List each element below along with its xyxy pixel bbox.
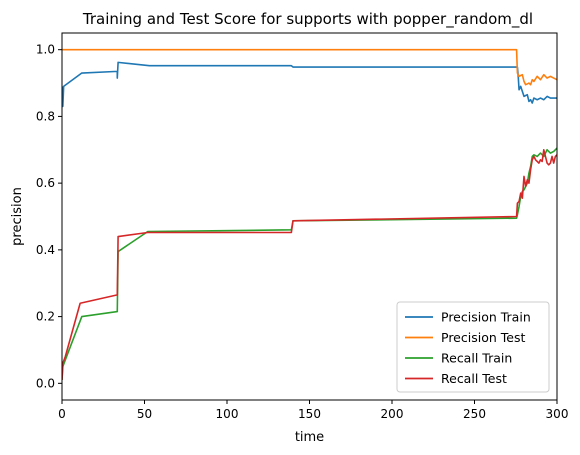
legend-label-precision-train: Precision Train: [441, 310, 531, 325]
y-tick-label: 1.0: [36, 43, 55, 57]
y-tick-label: 0.4: [36, 243, 55, 257]
x-tick-label: 100: [216, 407, 239, 421]
x-tick-label: 250: [463, 407, 486, 421]
series-line-precision-test: [62, 48, 557, 86]
legend-label-precision-test: Precision Test: [441, 330, 525, 345]
x-tick-label: 0: [58, 407, 66, 421]
x-tick-label: 50: [137, 407, 152, 421]
series-line-precision-train: [62, 61, 557, 108]
y-tick-label: 0.8: [36, 109, 55, 123]
x-axis-label: time: [295, 430, 324, 445]
x-tick-label: 300: [546, 407, 569, 421]
chart-title: Training and Test Score for supports wit…: [82, 10, 533, 29]
legend: Precision Train Precision Test Recall Trai…: [396, 301, 550, 393]
y-tick-label: 0.6: [36, 176, 55, 190]
series-line-recall-test: [62, 148, 557, 381]
x-axis: 0 50 100 150 200 250 300: [58, 400, 568, 421]
x-tick-label: 200: [381, 407, 404, 421]
x-tick-label: 150: [298, 407, 321, 421]
y-axis-label: precision: [10, 187, 25, 246]
y-tick-label: 0.2: [36, 310, 55, 324]
legend-box: [396, 301, 550, 393]
y-tick-label: 0.0: [36, 376, 55, 390]
plot-lines: [62, 48, 557, 381]
legend-label-recall-train: Recall Train: [441, 351, 512, 366]
y-axis: 0.0 0.2 0.4 0.6 0.8 1.0: [36, 43, 62, 390]
legend-label-recall-test: Recall Test: [441, 371, 507, 386]
